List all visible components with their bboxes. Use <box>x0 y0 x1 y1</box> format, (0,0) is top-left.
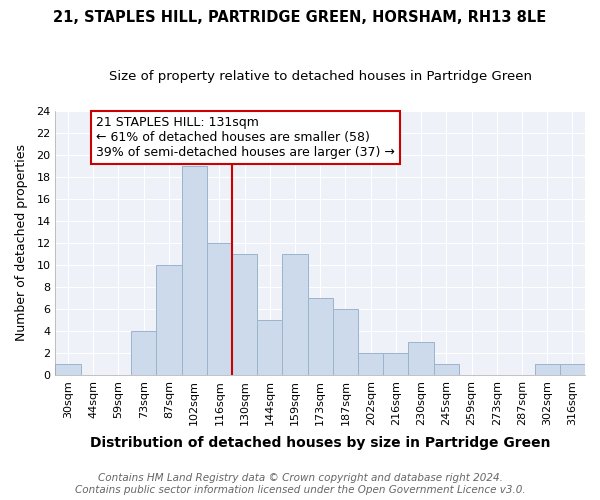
Bar <box>55 364 80 375</box>
Bar <box>182 166 207 375</box>
Bar <box>383 353 409 375</box>
Bar <box>308 298 333 375</box>
Bar <box>409 342 434 375</box>
Bar <box>257 320 283 375</box>
Text: Contains HM Land Registry data © Crown copyright and database right 2024.
Contai: Contains HM Land Registry data © Crown c… <box>74 474 526 495</box>
Bar <box>535 364 560 375</box>
Bar <box>333 309 358 375</box>
Bar <box>358 353 383 375</box>
Text: 21 STAPLES HILL: 131sqm
← 61% of detached houses are smaller (58)
39% of semi-de: 21 STAPLES HILL: 131sqm ← 61% of detache… <box>96 116 395 159</box>
Bar <box>283 254 308 375</box>
Bar <box>157 265 182 375</box>
Title: Size of property relative to detached houses in Partridge Green: Size of property relative to detached ho… <box>109 70 532 83</box>
Bar <box>207 242 232 375</box>
Bar <box>560 364 585 375</box>
Bar <box>232 254 257 375</box>
Bar <box>131 331 157 375</box>
X-axis label: Distribution of detached houses by size in Partridge Green: Distribution of detached houses by size … <box>90 436 550 450</box>
Y-axis label: Number of detached properties: Number of detached properties <box>15 144 28 341</box>
Bar <box>434 364 459 375</box>
Text: 21, STAPLES HILL, PARTRIDGE GREEN, HORSHAM, RH13 8LE: 21, STAPLES HILL, PARTRIDGE GREEN, HORSH… <box>53 10 547 25</box>
